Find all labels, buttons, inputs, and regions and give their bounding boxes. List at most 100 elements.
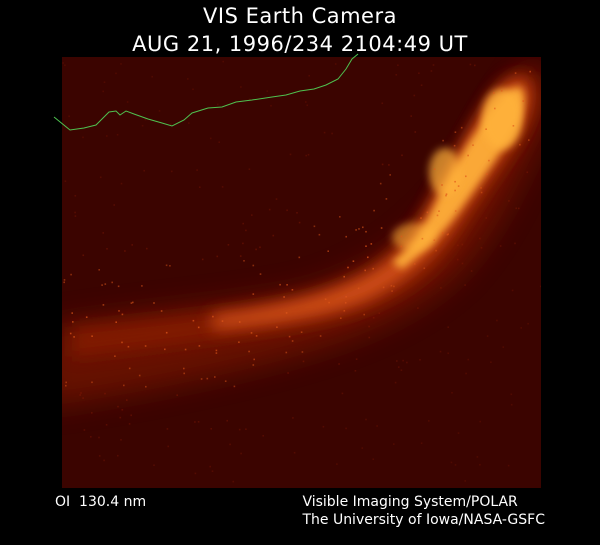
noise-speckle-dot [126,101,129,103]
noise-speckle-dot [238,428,241,431]
noise-speckle-dot [467,154,469,157]
noise-speckle-dot [91,335,93,337]
noise-speckle-dot [74,215,77,217]
noise-speckle-dot [120,182,123,185]
noise-speckle-dot [457,244,459,247]
noise-speckle-dot [248,350,250,353]
noise-speckle-dot [211,470,214,472]
noise-speckle-dot [221,320,224,322]
noise-speckle-dot [510,403,513,406]
noise-speckle-dot [200,378,203,380]
noise-speckle-dot [255,335,258,337]
noise-speckle-dot [209,465,211,468]
noise-speckle-dot [119,416,122,419]
noise-speckle-dot [445,193,448,195]
noise-speckle-dot [141,124,144,127]
noise-speckle-dot [153,464,155,466]
noise-speckle-dot [251,214,253,216]
noise-speckle-dot [116,133,119,136]
noise-speckle-dot [285,312,288,314]
noise-speckle-dot [354,370,357,372]
noise-speckle-dot [338,363,340,365]
noise-speckle-dot [385,198,388,200]
noise-speckle-dot [355,358,358,360]
noise-speckle-dot [216,103,219,106]
noise-speckle-dot [128,423,131,425]
noise-speckle-dot [117,405,119,408]
noise-speckle-dot [238,321,241,323]
noise-speckle-dot [457,432,460,434]
noise-speckle-dot [248,98,251,101]
noise-speckle-dot [453,144,456,147]
noise-speckle-dot [115,72,117,75]
noise-speckle-dot [165,331,168,334]
noise-speckle-dot [187,78,189,80]
noise-speckle-dot [334,63,337,65]
noise-speckle-dot [126,399,128,401]
noise-speckle-dot [322,425,325,428]
noise-speckle-dot [358,228,360,230]
noise-speckle-dot [105,424,108,426]
noise-speckle-dot [121,409,124,411]
noise-speckle-dot [124,250,126,252]
noise-speckle-dot [508,200,510,202]
noise-speckle-dot [430,70,433,72]
noise-speckle-dot [343,275,345,278]
noise-speckle-dot [381,163,384,166]
noise-speckle-dot [479,420,481,423]
noise-speckle-dot [514,242,516,245]
noise-speckle-dot [441,232,444,234]
noise-speckle-dot [102,304,105,306]
noise-speckle-dot [91,381,93,384]
noise-speckle-dot [209,137,212,140]
noise-speckle-dot [252,293,255,295]
noise-speckle-dot [302,360,305,363]
noise-speckle-dot [90,436,92,438]
noise-speckle-dot [143,169,145,172]
noise-speckle-dot [226,419,228,422]
noise-speckle-dot [242,222,244,225]
noise-speckle-dot [215,349,218,352]
noise-speckle-dot [454,180,456,183]
noise-speckle-dot [447,326,449,328]
noise-speckle-dot [63,279,66,281]
noise-speckle-dot [118,310,120,312]
noise-speckle-dot [318,233,321,236]
noise-speckle-dot [275,198,278,200]
noise-speckle-dot [414,131,417,133]
noise-speckle-dot [120,439,122,441]
noise-speckle-dot [192,319,195,322]
noise-speckle-dot [197,326,200,329]
noise-speckle-dot [457,185,460,187]
noise-speckle-dot [400,245,403,248]
noise-speckle-dot [402,359,404,362]
noise-speckle-dot [286,209,288,212]
noise-speckle-dot [229,443,231,446]
noise-speckle-dot [479,237,481,240]
noise-speckle-dot [243,260,245,262]
noise-speckle-dot [480,191,483,194]
noise-speckle-dot [433,239,436,241]
noise-speckle-dot [98,436,100,439]
noise-speckle-dot [104,392,106,395]
noise-speckle-dot [454,189,456,192]
noise-speckle-dot [370,243,373,245]
noise-speckle-dot [138,374,141,377]
noise-speckle-dot [197,421,200,423]
noise-speckle-dot [490,361,492,363]
noise-speckle-dot [120,63,122,65]
noise-speckle-dot [210,428,212,430]
noise-speckle-dot [401,154,403,157]
noise-speckle-dot [288,335,291,338]
earth-camera-image [53,53,541,488]
noise-speckle-dot [115,321,117,323]
noise-speckle-dot [285,351,288,354]
noise-speckle-dot [472,144,474,146]
noise-speckle-dot [388,164,390,166]
noise-speckle-dot [428,420,430,422]
noise-speckle-dot [252,364,255,366]
noise-speckle-dot [292,417,294,419]
noise-speckle-dot [111,281,113,284]
noise-speckle-dot [201,258,204,261]
noise-speckle-dot [340,317,342,319]
